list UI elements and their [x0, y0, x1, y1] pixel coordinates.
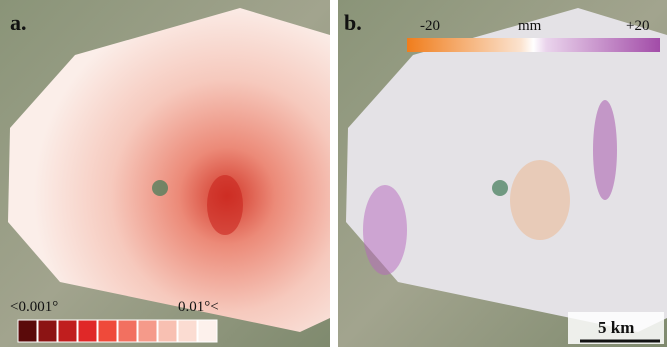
- legend-max: 0.01°<: [178, 299, 219, 315]
- uplift: [593, 100, 617, 200]
- panel-b: b. -20 mm +20 5 km: [338, 0, 667, 347]
- legend-min: <0.001°: [10, 299, 58, 315]
- panel-a: a. <0.001° 0.01°<: [0, 0, 330, 347]
- hotspot: [207, 175, 243, 235]
- panel-label: a.: [10, 10, 27, 35]
- village: [152, 180, 168, 196]
- legend-max: +20: [626, 18, 649, 34]
- colorbar: [407, 38, 660, 52]
- village: [492, 180, 508, 196]
- scale-bar-label: 5 km: [598, 318, 634, 337]
- subsidence: [510, 160, 570, 240]
- panel-label: b.: [344, 10, 362, 35]
- legend-min: -20: [420, 18, 440, 34]
- figure: a. <0.001° 0.01°< b. -20 mm +20 5 km: [0, 0, 667, 347]
- uplift: [363, 185, 407, 275]
- legend-unit: mm: [518, 18, 542, 34]
- legend-swatches: [18, 320, 217, 342]
